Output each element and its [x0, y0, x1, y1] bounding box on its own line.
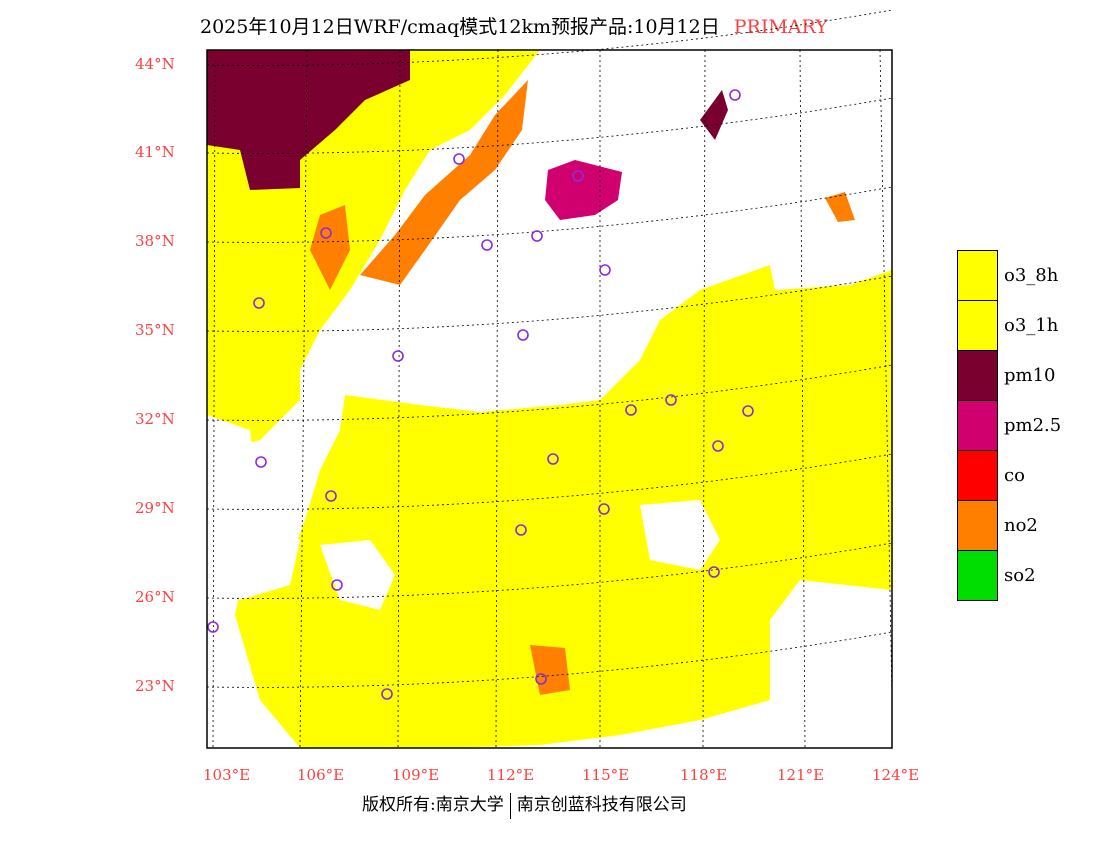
station-marker-icon	[547, 453, 559, 465]
legend-item: so2	[957, 549, 1061, 601]
meridian-line	[495, 49, 499, 749]
lat-label: 44°N	[135, 55, 175, 73]
lon-label: 112°E	[487, 766, 535, 784]
footer-separator	[509, 792, 511, 819]
copyright-footer: 版权所有:南京大学 南京创蓝科技有限公司	[362, 790, 687, 819]
station-marker-icon	[712, 440, 724, 452]
title-text: 2025年10月12日WRF/cmaq模式12km预报产品:10月12日	[200, 16, 720, 38]
legend-swatch	[957, 549, 998, 601]
legend-label: o3_1h	[1004, 314, 1059, 336]
station-marker-icon	[708, 566, 720, 578]
legend-item: co	[957, 450, 1061, 500]
station-marker-icon	[331, 579, 343, 591]
station-marker-icon	[531, 230, 543, 242]
meridian-line	[879, 49, 893, 701]
lon-label: 121°E	[777, 766, 825, 784]
copyright-left: 版权所有:南京大学	[362, 795, 504, 815]
map-frame	[206, 49, 893, 749]
station-markers	[207, 89, 754, 700]
o3-region-south	[207, 265, 892, 748]
pm10-region	[207, 50, 728, 190]
meridian-line	[299, 49, 308, 749]
lat-label: 29°N	[135, 499, 175, 517]
lon-label: 124°E	[872, 766, 920, 784]
legend-label: no2	[1004, 514, 1038, 536]
legend-item: no2	[957, 500, 1061, 550]
station-marker-icon	[515, 524, 527, 536]
lat-label: 32°N	[135, 410, 175, 428]
no2-region	[310, 80, 855, 695]
lon-label: 115°E	[582, 766, 630, 784]
meridian-line	[799, 49, 806, 749]
map-title: 2025年10月12日WRF/cmaq模式12km预报产品:10月12日 PRIM…	[200, 12, 828, 39]
station-marker-icon	[392, 350, 404, 362]
legend-swatch	[957, 250, 998, 300]
legend-swatch	[957, 450, 998, 500]
legend: o3_8h o3_1h pm10 pm2.5 co no2 so2	[957, 250, 1061, 601]
station-marker-icon	[625, 404, 637, 416]
meridian-line	[397, 49, 401, 749]
station-marker-icon	[255, 456, 267, 468]
lat-label: 23°N	[135, 677, 175, 695]
station-marker-icon	[598, 503, 610, 515]
lon-label: 106°E	[297, 766, 345, 784]
station-marker-icon	[481, 239, 493, 251]
title-tag: PRIMARY	[733, 16, 828, 38]
copyright-right: 南京创蓝科技有限公司	[516, 795, 687, 815]
legend-item: o3_1h	[957, 300, 1061, 350]
legend-swatch	[957, 300, 998, 350]
legend-label: o3_8h	[1004, 264, 1059, 286]
station-marker-icon	[253, 297, 265, 309]
station-marker-icon	[207, 621, 219, 633]
lon-label: 118°E	[680, 766, 728, 784]
lon-label: 109°E	[392, 766, 440, 784]
lat-label: 35°N	[135, 321, 175, 339]
lon-label: 103°E	[203, 766, 251, 784]
legend-item: pm2.5	[957, 400, 1061, 450]
legend-label: co	[1004, 464, 1025, 486]
station-marker-icon	[729, 89, 741, 101]
meridian-line	[702, 49, 706, 749]
lat-label: 26°N	[135, 588, 175, 606]
station-marker-icon	[665, 394, 677, 406]
legend-swatch	[957, 500, 998, 550]
station-marker-icon	[572, 170, 584, 182]
station-marker-icon	[325, 490, 337, 502]
station-marker-icon	[517, 329, 529, 341]
station-marker-icon	[381, 688, 393, 700]
legend-item: pm10	[957, 350, 1061, 400]
legend-label: pm10	[1004, 364, 1056, 386]
legend-label: pm2.5	[1004, 414, 1062, 436]
lat-label: 41°N	[135, 143, 175, 161]
station-marker-icon	[742, 405, 754, 417]
graticule	[206, 9, 893, 749]
legend-label: so2	[1004, 564, 1036, 586]
legend-swatch	[957, 350, 998, 400]
pm25-region	[545, 160, 622, 220]
legend-swatch	[957, 400, 998, 450]
legend-item: o3_8h	[957, 250, 1061, 300]
station-marker-icon	[535, 673, 547, 685]
lat-label: 38°N	[135, 232, 175, 250]
station-marker-icon	[599, 264, 611, 276]
station-marker-icon	[320, 227, 332, 239]
station-marker-icon	[453, 153, 465, 165]
